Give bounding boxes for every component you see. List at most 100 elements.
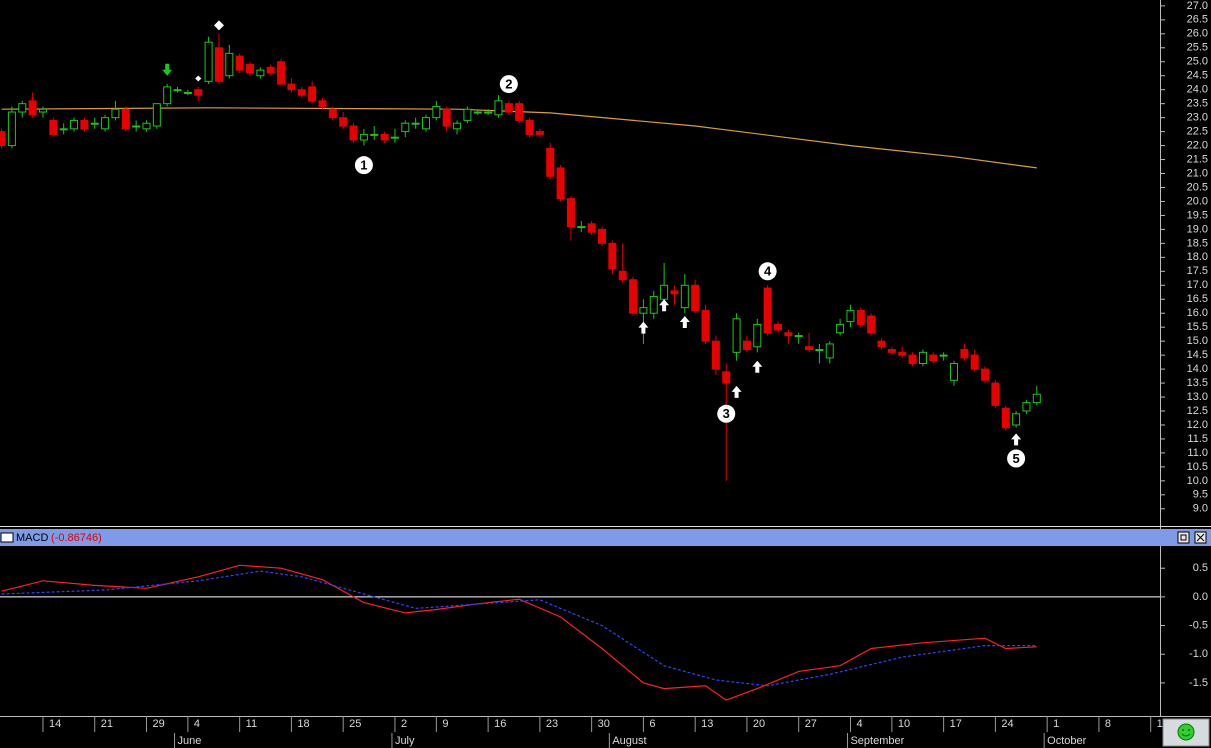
candle-body <box>639 307 648 314</box>
candle-body <box>152 103 161 127</box>
candle-body <box>359 133 368 141</box>
y-tick-label: 19.0 <box>1187 223 1208 235</box>
x-tick-label: 13 <box>701 718 713 730</box>
x-tick-label: 21 <box>101 718 113 730</box>
candle-body <box>204 41 213 82</box>
close-icon <box>1196 533 1205 542</box>
y-tick-label: 10.5 <box>1187 461 1208 473</box>
x-tick-label: 25 <box>349 718 361 730</box>
candle-body <box>183 91 192 94</box>
candle-body <box>732 318 741 353</box>
candle-body <box>981 368 990 381</box>
y-tick-label: 13.5 <box>1187 377 1208 389</box>
candle-body <box>328 108 337 119</box>
candle-body <box>111 108 120 119</box>
candle-body <box>1032 393 1041 404</box>
candle-body <box>132 125 141 128</box>
candle-body <box>318 100 327 107</box>
y-tick-label: 25.5 <box>1187 42 1208 54</box>
candle-body <box>815 349 824 352</box>
x-tick-label: 14 <box>49 718 61 730</box>
candle-body <box>991 382 1000 406</box>
smiley-eye <box>1188 729 1190 731</box>
candle-body <box>246 64 255 74</box>
candle-body <box>960 349 969 359</box>
candle-body <box>970 354 979 370</box>
smiley-eye <box>1182 729 1184 731</box>
y-tick-label: 0.5 <box>1193 562 1208 574</box>
y-tick-label: 0.0 <box>1193 591 1208 603</box>
annotation-label: 3 <box>723 406 730 421</box>
candle-body <box>929 354 938 362</box>
y-tick-label: 14.0 <box>1187 363 1208 375</box>
smiley-mouth <box>1181 733 1191 737</box>
candle-body <box>784 332 793 337</box>
candle-body <box>535 131 544 135</box>
candle-body <box>711 340 720 370</box>
candle-body <box>701 309 710 342</box>
candle-body <box>742 340 751 351</box>
annotation-circle <box>354 156 373 175</box>
y-tick-label: 27.0 <box>1187 0 1208 12</box>
candle-body <box>918 351 927 365</box>
x-tick-label: 2 <box>401 718 407 730</box>
candle-body <box>722 371 731 384</box>
candle-body <box>287 83 296 91</box>
window-icon[interactable] <box>0 532 14 543</box>
candle-body <box>494 100 503 116</box>
candle-body <box>422 117 431 130</box>
candle-body <box>836 323 845 334</box>
candle-body <box>225 52 234 77</box>
candle-body <box>214 47 223 82</box>
buy-arrow <box>752 360 763 373</box>
candle-body <box>504 103 513 113</box>
candle-body <box>1001 407 1010 429</box>
y-tick-label: 23.5 <box>1187 98 1208 110</box>
candle-body <box>59 128 68 131</box>
buy-arrow <box>659 299 670 312</box>
candle-body <box>390 136 399 139</box>
month-label: October <box>1047 735 1086 747</box>
candle-body <box>608 242 617 270</box>
candle-body <box>28 100 37 116</box>
y-tick-label: 12.0 <box>1187 419 1208 431</box>
x-tick-label: 27 <box>805 718 817 730</box>
y-tick-label: 20.0 <box>1187 195 1208 207</box>
annotation-label: 2 <box>505 77 512 92</box>
candle-body <box>308 86 317 102</box>
candle-body <box>856 309 865 325</box>
x-tick-label: 29 <box>152 718 164 730</box>
y-tick-label: 15.5 <box>1187 321 1208 333</box>
candle-body <box>297 89 306 96</box>
candle-body <box>473 111 482 114</box>
candle-body <box>1012 413 1021 426</box>
candle-body <box>349 125 358 141</box>
y-tick-label: 18.0 <box>1187 251 1208 263</box>
annotation-label: 5 <box>1012 451 1019 466</box>
x-tick-label: 24 <box>1001 718 1013 730</box>
y-tick-label: 12.5 <box>1187 405 1208 417</box>
candle-body <box>515 103 524 121</box>
candle-body <box>7 111 16 147</box>
y-tick-label: 15.0 <box>1187 335 1208 347</box>
candle-body <box>660 284 669 300</box>
y-tick-label: 25.0 <box>1187 56 1208 68</box>
candle-body <box>525 119 534 135</box>
x-tick-label: 17 <box>950 718 962 730</box>
y-tick-label: 17.0 <box>1187 279 1208 291</box>
y-tick-label: 22.5 <box>1187 126 1208 138</box>
y-tick-label: -1.5 <box>1189 677 1208 689</box>
y-tick-label: 21.0 <box>1187 167 1208 179</box>
candle-body <box>566 198 575 228</box>
candle-body <box>805 346 814 351</box>
y-tick-label: 9.5 <box>1193 489 1208 501</box>
y-tick-label: 24.5 <box>1187 70 1208 82</box>
month-label: July <box>395 735 415 747</box>
candle-body <box>949 363 958 381</box>
annotation-label: 1 <box>360 158 367 173</box>
y-tick-label: 14.5 <box>1187 349 1208 361</box>
candle-body <box>142 122 151 130</box>
restore-button[interactable] <box>1177 531 1190 544</box>
y-tick-label: -0.5 <box>1189 619 1208 631</box>
